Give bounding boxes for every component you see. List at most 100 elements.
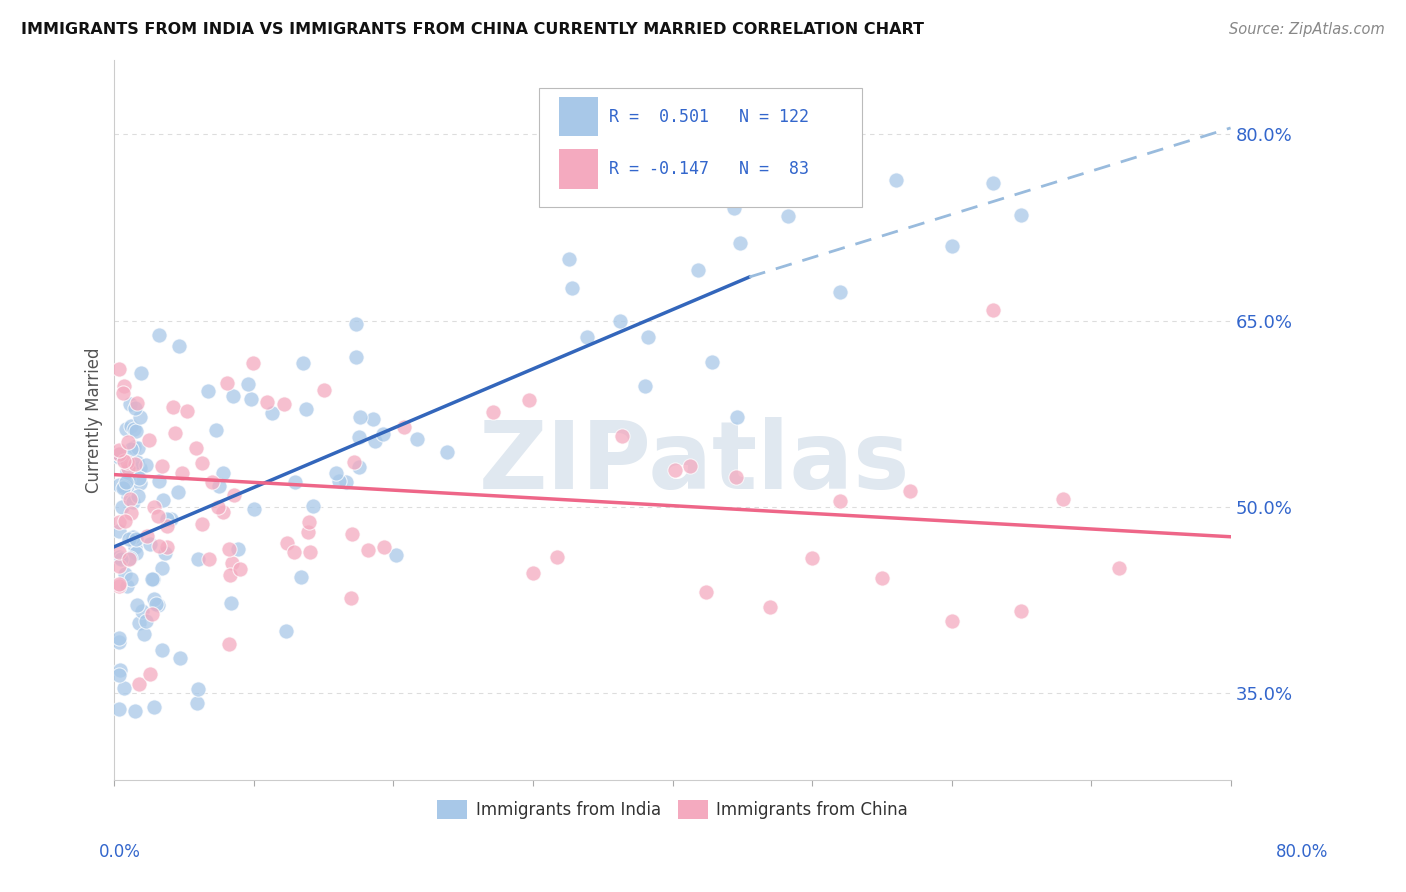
Point: [349, 430, 371, 444]
Point: [107, 702, 129, 716]
Text: IMMIGRANTS FROM INDIA VS IMMIGRANTS FROM CHINA CURRENTLY MARRIED CORRELATION CHA: IMMIGRANTS FROM INDIA VS IMMIGRANTS FROM…: [21, 22, 924, 37]
Point: [156, 511, 179, 525]
Point: [118, 551, 141, 566]
Point: [361, 412, 384, 426]
Point: [222, 388, 245, 402]
Point: [117, 435, 139, 450]
Point: [218, 637, 240, 651]
Point: [111, 385, 134, 400]
Point: [297, 515, 319, 529]
Point: [142, 572, 165, 586]
Point: [128, 471, 150, 485]
Point: [828, 494, 851, 508]
Point: [221, 556, 243, 570]
Point: [517, 392, 540, 407]
Point: [302, 499, 325, 513]
Point: [128, 676, 150, 690]
Point: [898, 483, 921, 498]
Point: [146, 598, 169, 612]
Point: [150, 643, 173, 657]
Text: 80.0%: 80.0%: [1277, 843, 1329, 861]
Point: [117, 490, 139, 504]
Text: R =  0.501   N = 122: R = 0.501 N = 122: [609, 108, 808, 126]
Point: [138, 537, 160, 551]
Point: [118, 532, 141, 546]
Point: [941, 615, 963, 629]
Point: [724, 470, 747, 484]
Point: [152, 492, 174, 507]
Point: [801, 551, 824, 566]
Point: [129, 476, 152, 491]
Point: [148, 475, 170, 489]
Point: [136, 528, 159, 542]
Point: [637, 330, 659, 344]
Point: [1010, 208, 1032, 222]
Point: [212, 505, 235, 519]
Point: [107, 579, 129, 593]
Point: [112, 379, 135, 393]
Point: [107, 515, 129, 529]
Point: [198, 552, 221, 566]
Point: [120, 397, 142, 411]
Point: [124, 401, 146, 415]
Point: [363, 434, 385, 448]
Point: [385, 548, 408, 562]
Point: [633, 379, 655, 393]
Point: [145, 597, 167, 611]
FancyBboxPatch shape: [558, 149, 598, 189]
Point: [131, 366, 153, 380]
Point: [127, 441, 149, 455]
Point: [186, 441, 208, 455]
Point: [111, 500, 134, 515]
Point: [219, 568, 242, 582]
Point: [169, 651, 191, 665]
Point: [129, 409, 152, 424]
Point: [284, 475, 307, 489]
Point: [107, 631, 129, 645]
Point: [114, 567, 136, 582]
Point: [688, 263, 710, 277]
Point: [114, 514, 136, 528]
Point: [156, 519, 179, 533]
Point: [221, 596, 243, 610]
Point: [576, 330, 599, 344]
Point: [107, 545, 129, 559]
Point: [112, 681, 135, 695]
Text: R = -0.147   N =  83: R = -0.147 N = 83: [609, 161, 808, 178]
Point: [107, 549, 129, 564]
Point: [125, 546, 148, 560]
Point: [135, 458, 157, 472]
Point: [392, 420, 415, 434]
Point: [357, 543, 380, 558]
Point: [176, 404, 198, 418]
Point: [262, 406, 284, 420]
Point: [107, 442, 129, 457]
Point: [107, 558, 129, 573]
Point: [340, 526, 363, 541]
Point: [120, 506, 142, 520]
Point: [208, 478, 231, 492]
Point: [128, 615, 150, 630]
Point: [160, 512, 183, 526]
Point: [349, 409, 371, 424]
Point: [118, 492, 141, 507]
Point: [131, 604, 153, 618]
Point: [546, 550, 568, 565]
Point: [155, 546, 177, 560]
Point: [325, 466, 347, 480]
Point: [187, 682, 209, 697]
Point: [373, 426, 395, 441]
Point: [276, 536, 298, 550]
Point: [373, 541, 395, 555]
Point: [135, 614, 157, 628]
Point: [122, 440, 145, 454]
Point: [1010, 604, 1032, 618]
Point: [108, 478, 131, 492]
Point: [725, 409, 748, 424]
Point: [107, 524, 129, 539]
Point: [349, 459, 371, 474]
Point: [155, 540, 177, 554]
Point: [256, 395, 278, 409]
Point: [700, 355, 723, 369]
Point: [610, 429, 633, 443]
